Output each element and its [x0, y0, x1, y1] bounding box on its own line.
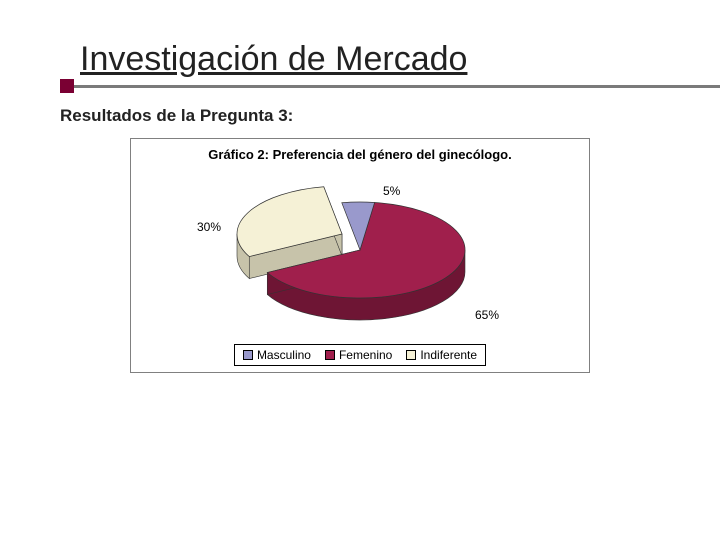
chart-area: 5% 65% 30% — [139, 170, 581, 340]
subtitle: Resultados de la Pregunta 3: — [60, 106, 660, 126]
slice-label-femenino: 65% — [475, 308, 499, 322]
legend-item-femenino: Femenino — [325, 348, 392, 362]
chart-title: Gráfico 2: Preferencia del género del gi… — [139, 147, 581, 162]
slice-label-indiferente: 30% — [197, 220, 221, 234]
legend-label: Masculino — [257, 348, 311, 362]
legend-label: Femenino — [339, 348, 392, 362]
legend-label: Indiferente — [420, 348, 477, 362]
pie-chart — [130, 170, 590, 340]
legend: Masculino Femenino Indiferente — [234, 344, 486, 366]
page-title: Investigación de Mercado — [80, 40, 660, 79]
accent-bar — [60, 85, 660, 88]
chart-container: Gráfico 2: Preferencia del género del gi… — [130, 138, 590, 373]
legend-swatch-indiferente — [406, 350, 416, 360]
accent-block — [60, 79, 74, 93]
legend-swatch-masculino — [243, 350, 253, 360]
legend-item-indiferente: Indiferente — [406, 348, 477, 362]
legend-item-masculino: Masculino — [243, 348, 311, 362]
accent-line — [60, 85, 720, 88]
legend-swatch-femenino — [325, 350, 335, 360]
slice-label-masculino: 5% — [383, 184, 400, 198]
